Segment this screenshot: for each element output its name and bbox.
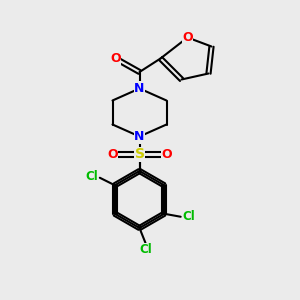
- Text: Cl: Cl: [139, 243, 152, 256]
- Text: Cl: Cl: [183, 210, 196, 223]
- Text: O: O: [110, 52, 121, 65]
- Text: O: O: [161, 148, 172, 161]
- Text: O: O: [107, 148, 118, 161]
- Text: O: O: [182, 31, 193, 44]
- Text: Cl: Cl: [85, 170, 98, 183]
- Text: N: N: [134, 130, 145, 143]
- Text: S: S: [134, 148, 145, 161]
- Text: N: N: [134, 82, 145, 95]
